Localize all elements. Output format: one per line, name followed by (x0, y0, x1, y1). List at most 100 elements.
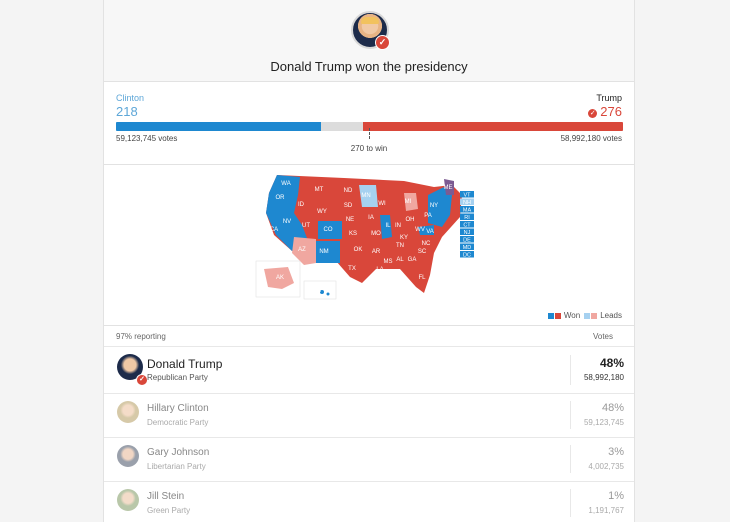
state-label-nv[interactable]: NV (283, 219, 291, 225)
state-label-fl[interactable]: FL (418, 275, 426, 281)
candidate-percent: 1% (608, 490, 624, 502)
state-label-co[interactable]: CO (324, 227, 333, 233)
state-label-wv[interactable]: WV (415, 227, 425, 233)
state-label-id[interactable]: ID (298, 202, 305, 208)
small-state-ma[interactable] (460, 206, 474, 213)
candidate-votes: 58,992,180 (583, 373, 624, 382)
small-state-dc[interactable] (460, 251, 474, 258)
small-state-md[interactable] (460, 243, 474, 251)
electoral-map[interactable]: VT NH MA RI CT NJ DE MD DC WA OR CA NV ID MT WY UT AZ CO N… (104, 165, 634, 326)
state-label-wi[interactable]: WI (378, 201, 386, 207)
state-label-ia[interactable]: IA (368, 215, 374, 221)
trump-popular-votes: 58,992,180 votes (560, 134, 622, 143)
page-title: Donald Trump won the presidency (270, 59, 468, 74)
state-label-nd[interactable]: ND (344, 188, 353, 194)
small-state-de[interactable] (460, 236, 474, 243)
state-label-ms[interactable]: MS (384, 259, 393, 265)
state-label-mi[interactable]: MI (405, 199, 412, 205)
legend-leads: Leads (600, 311, 622, 320)
state-label-sc[interactable]: SC (418, 249, 427, 255)
electoral-bar (116, 122, 623, 131)
state-label-nm[interactable]: NM (319, 249, 328, 255)
candidate-row[interactable]: Gary Johnson Libertarian Party 3% 4,002,… (104, 437, 634, 482)
trump-electoral-votes: ✓ 276 (588, 104, 622, 119)
state-label-ky[interactable]: KY (400, 235, 408, 241)
trump-label: Trump (596, 93, 622, 103)
legend-won: Won (563, 311, 581, 320)
state-label-al[interactable]: AL (396, 257, 404, 263)
candidate-percent: 48% (601, 402, 624, 414)
small-state-nj[interactable] (460, 228, 474, 236)
small-state-nh[interactable] (460, 198, 474, 206)
check-icon: ✓ (375, 35, 390, 50)
state-label-hi[interactable]: HI (315, 288, 321, 294)
state-label-in[interactable]: IN (395, 223, 401, 229)
threshold-label: 270 to win (350, 144, 388, 153)
candidate-percent: 48% (599, 356, 624, 370)
state-label-la[interactable]: LA (376, 267, 383, 273)
candidate-name: Jill Stein (147, 491, 185, 502)
small-state-label-nh: NH (463, 200, 471, 206)
small-state-label-dc: DC (463, 252, 471, 258)
small-state-vt[interactable] (460, 191, 474, 198)
state-label-wy[interactable]: WY (317, 209, 327, 215)
state-label-mo[interactable]: MO (371, 231, 381, 237)
candidate-name: Gary Johnson (147, 447, 210, 458)
candidate-name: Hillary Clinton (147, 403, 209, 414)
check-icon: ✓ (588, 109, 598, 118)
state-label-ut[interactable]: UT (302, 223, 310, 229)
state-label-or[interactable]: OR (276, 195, 286, 201)
small-state-label-md: MD (463, 245, 472, 251)
state-label-ks[interactable]: KS (349, 231, 357, 237)
state-label-ok[interactable]: OK (354, 247, 363, 253)
small-state-label-de: DE (463, 237, 471, 243)
state-label-ca[interactable]: CA (270, 227, 278, 233)
state-label-mn[interactable]: MN (361, 193, 370, 199)
clinton-label: Clinton (116, 93, 145, 103)
small-state-ct[interactable] (460, 221, 474, 228)
state-label-sd[interactable]: SD (344, 203, 353, 209)
clinton-electoral-votes: 218 (116, 104, 138, 119)
small-state-label-ri: RI (464, 215, 470, 221)
state-label-ar[interactable]: AR (372, 249, 381, 255)
state-label-az[interactable]: AZ (298, 247, 306, 253)
state-label-oh[interactable]: OH (406, 217, 415, 223)
state-label-ga[interactable]: GA (408, 257, 417, 263)
electoral-tally: Clinton 218 Trump ✓ 276 59,123,745 votes … (104, 82, 634, 165)
check-icon: ✓ (136, 374, 148, 386)
avatar (117, 445, 139, 467)
state-label-pa[interactable]: PA (424, 213, 432, 219)
dem-bar-fill (116, 122, 322, 131)
small-state-label-nj: NJ (464, 230, 471, 236)
state-label-il[interactable]: IL (385, 223, 391, 229)
state-label-ak[interactable]: AK (276, 275, 284, 281)
candidate-votes: 59,123,745 (583, 418, 624, 427)
results-header: 97% reporting Votes (104, 326, 634, 347)
threshold-marker (369, 128, 371, 139)
state-label-tn[interactable]: TN (396, 243, 404, 249)
avatar (117, 489, 139, 511)
state-label-tx[interactable]: TX (348, 266, 356, 272)
small-state-ri[interactable] (460, 213, 474, 221)
state-label-mt[interactable]: MT (315, 187, 324, 193)
small-state-label-ct: CT (463, 222, 471, 228)
state-label-nc[interactable]: NC (422, 241, 431, 247)
candidate-party: Republican Party (147, 373, 208, 382)
clinton-popular-votes: 59,123,745 votes (116, 134, 178, 143)
small-state-label-vt: VT (463, 192, 471, 198)
candidate-row[interactable]: ✓ Donald Trump Republican Party 48% 58,9… (104, 347, 634, 394)
map-legend: Won Leads (547, 311, 622, 320)
winner-avatar: ✓ (351, 11, 390, 50)
candidate-name: Donald Trump (147, 357, 223, 371)
state-label-me[interactable]: ME (444, 185, 453, 191)
candidate-party: Libertarian Party (147, 462, 206, 471)
state-label-wa[interactable]: WA (281, 181, 290, 187)
state-label-va[interactable]: VA (426, 229, 434, 235)
state-label-ny[interactable]: NY (430, 203, 438, 209)
avatar (117, 401, 139, 423)
candidate-percent: 3% (608, 446, 624, 458)
candidate-row[interactable]: Hillary Clinton Democratic Party 48% 59,… (104, 393, 634, 438)
state-label-ne[interactable]: NE (346, 217, 354, 223)
candidate-row[interactable]: Jill Stein Green Party 1% 1,191,767 (104, 481, 634, 522)
